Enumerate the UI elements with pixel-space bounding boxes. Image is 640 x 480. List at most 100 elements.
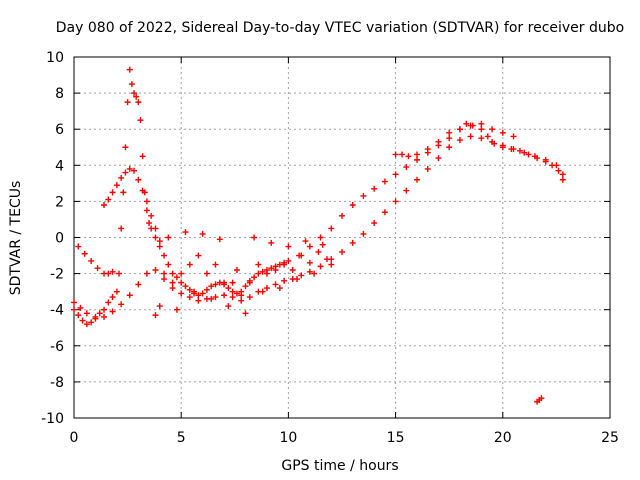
data-point — [233, 266, 240, 273]
data-point — [169, 270, 176, 277]
data-point — [152, 312, 159, 319]
data-point — [446, 129, 453, 136]
data-point — [293, 276, 300, 283]
data-point — [135, 281, 142, 288]
data-point — [259, 288, 266, 295]
data-point — [446, 135, 453, 142]
data-point — [414, 176, 421, 183]
data-point — [122, 144, 129, 151]
data-point — [75, 312, 82, 319]
data-point — [251, 234, 258, 241]
data-point — [349, 239, 356, 246]
data-point — [96, 310, 103, 317]
data-point — [525, 151, 532, 158]
data-point — [435, 155, 442, 162]
data-point — [371, 220, 378, 227]
data-point — [521, 149, 528, 156]
y-tick-label: 8 — [55, 86, 64, 102]
data-point — [83, 321, 90, 328]
data-point — [403, 164, 410, 171]
data-point — [463, 120, 470, 127]
data-point — [328, 225, 335, 232]
data-point — [105, 270, 112, 277]
y-tick-label: 2 — [55, 194, 64, 210]
data-point — [101, 202, 108, 209]
data-point — [298, 252, 305, 259]
data-point — [510, 133, 517, 140]
data-point — [489, 138, 496, 145]
data-point — [371, 185, 378, 192]
data-point — [272, 281, 279, 288]
data-point — [246, 279, 253, 286]
data-point — [135, 176, 142, 183]
data-point — [195, 252, 202, 259]
data-point — [131, 167, 138, 174]
data-point — [478, 126, 485, 133]
data-point — [126, 292, 133, 299]
data-point — [186, 294, 193, 301]
data-point — [199, 290, 206, 297]
data-point — [182, 229, 189, 236]
data-point — [276, 285, 283, 292]
series-oscillations — [152, 229, 335, 319]
data-point — [83, 310, 90, 317]
data-point — [225, 303, 232, 310]
data-point — [542, 156, 549, 163]
data-point — [109, 189, 116, 196]
data-point — [555, 167, 562, 174]
data-point — [281, 261, 288, 268]
data-point — [225, 285, 232, 292]
data-point — [255, 261, 262, 268]
data-point — [88, 257, 95, 264]
tick-labels: 0 5 10 15 20 25 -10 -8 -6 -4 -2 0 2 4 6 8 10 — [41, 50, 619, 446]
data-point — [381, 178, 388, 185]
data-point — [405, 153, 412, 160]
data-point — [169, 279, 176, 286]
data-point — [126, 66, 133, 73]
data-point — [489, 126, 496, 133]
data-point — [178, 279, 185, 286]
data-point — [146, 220, 153, 227]
y-tick-label: -10 — [41, 411, 64, 427]
data-point — [360, 192, 367, 199]
data-point — [113, 288, 120, 295]
data-point — [105, 196, 112, 203]
y-tick-label: -2 — [50, 267, 64, 283]
data-point — [161, 252, 168, 259]
chart-title: Day 080 of 2022, Sidereal Day-to-day VTE… — [56, 20, 624, 36]
data-point — [156, 243, 163, 250]
data-point — [173, 306, 180, 313]
data-point — [456, 126, 463, 133]
data-point — [156, 238, 163, 245]
data-point — [311, 270, 318, 277]
data-point — [178, 270, 185, 277]
series-outlier — [534, 395, 545, 405]
data-point — [446, 144, 453, 151]
data-point — [499, 129, 506, 136]
data-point — [105, 299, 112, 306]
data-point — [268, 239, 275, 246]
data-point — [349, 202, 356, 209]
data-point — [221, 279, 228, 286]
data-point — [339, 248, 345, 255]
data-point — [323, 256, 330, 263]
data-point — [392, 151, 399, 158]
data-point — [229, 294, 236, 301]
x-tick-label: 10 — [279, 430, 297, 446]
y-tick-label: -8 — [50, 375, 64, 391]
data-point — [75, 243, 82, 250]
data-point — [424, 146, 431, 153]
data-point — [191, 288, 198, 295]
data-point — [143, 198, 150, 205]
data-point — [263, 270, 270, 277]
data-point — [109, 294, 116, 301]
data-point — [109, 308, 116, 315]
data-point — [71, 299, 77, 306]
data-point — [118, 301, 125, 308]
x-axis-label: GPS time / hours — [281, 458, 398, 474]
data-point — [126, 165, 133, 172]
data-point — [101, 313, 108, 320]
data-point — [113, 182, 120, 189]
data-point — [263, 285, 270, 292]
data-point — [152, 225, 159, 232]
